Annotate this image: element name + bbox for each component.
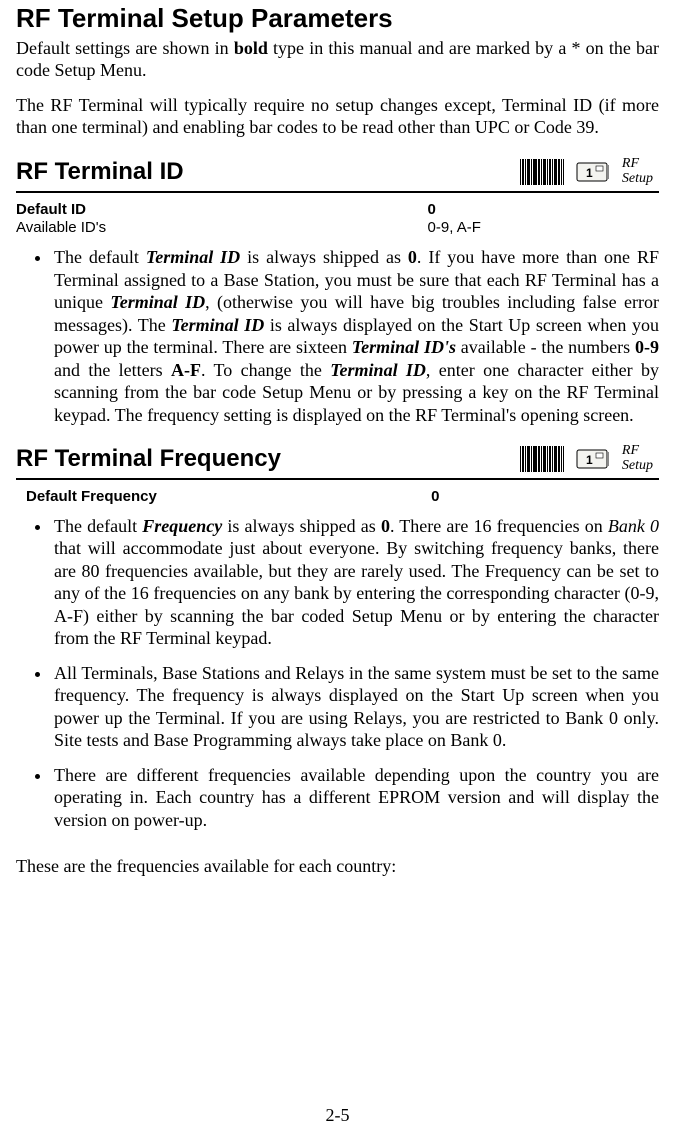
section-heading-frequency: RF Terminal Frequency	[16, 444, 281, 474]
text: RF	[622, 443, 639, 458]
document-page: RF Terminal Setup Parameters Default set…	[0, 2, 675, 1140]
text: The default	[54, 516, 142, 536]
page-title: RF Terminal Setup Parameters	[16, 2, 659, 35]
table-label: Default Frequency	[26, 488, 431, 507]
text: The default	[54, 247, 146, 267]
text: is always shipped as	[240, 247, 408, 267]
text: . To change the	[201, 360, 330, 380]
text: Setup	[622, 458, 653, 473]
frequency-table: Default Frequency 0	[16, 488, 659, 507]
terminal-id-bullets: The default Terminal ID is always shippe…	[16, 246, 659, 426]
intro-paragraph-1: Default settings are shown in bold type …	[16, 37, 659, 82]
rf-setup-label: RF Setup	[622, 444, 653, 473]
section-heading-row-frequency: RF Terminal Frequency 1 RF Setup	[16, 444, 659, 480]
text: Default settings are shown in	[16, 38, 234, 58]
text: that will accommodate just about everyon…	[54, 538, 659, 648]
text: . There are 16 frequencies on	[390, 516, 608, 536]
text: Terminal ID	[110, 292, 205, 312]
barcode-icon	[520, 446, 564, 472]
heading-icons: 1 RF Setup	[520, 444, 653, 473]
heading-icons: 1 RF Setup	[520, 157, 653, 186]
trailing-line: These are the frequencies available for …	[16, 855, 659, 878]
text: Frequency	[142, 516, 222, 536]
table-label: Default ID	[16, 201, 428, 220]
text: A-F	[171, 360, 201, 380]
table-row: Available ID's 0-9, A-F	[16, 219, 659, 238]
text: Terminal ID	[146, 247, 240, 267]
list-item: The default Terminal ID is always shippe…	[52, 246, 659, 426]
text: is always shipped as	[222, 516, 381, 536]
page-number: 2-5	[0, 1104, 675, 1127]
text: available - the numbers	[456, 337, 635, 357]
list-item: There are different frequencies availabl…	[52, 764, 659, 832]
list-item: The default Frequency is always shipped …	[52, 515, 659, 650]
text: and the letters	[54, 360, 171, 380]
table-value: 0	[428, 201, 659, 220]
text: 0	[381, 516, 390, 536]
rf-setup-label: RF Setup	[622, 157, 653, 186]
text: Terminal ID	[330, 360, 426, 380]
keypad-key-icon: 1	[576, 160, 610, 184]
text: RF	[622, 156, 639, 171]
section-heading-row-terminal-id: RF Terminal ID 1 RF Setup	[16, 157, 659, 193]
text: Terminal ID's	[352, 337, 456, 357]
text: Setup	[622, 171, 653, 186]
barcode-icon	[520, 159, 564, 185]
svg-text:1: 1	[586, 166, 593, 180]
intro-paragraph-2: The RF Terminal will typically require n…	[16, 94, 659, 139]
text: Bank 0	[608, 516, 659, 536]
text: 0	[408, 247, 417, 267]
table-label: Available ID's	[16, 219, 428, 238]
svg-text:1: 1	[586, 453, 593, 467]
table-row: Default Frequency 0	[16, 488, 659, 507]
keypad-key-icon: 1	[576, 447, 610, 471]
text-bold: bold	[234, 38, 268, 58]
text: Terminal ID	[171, 315, 264, 335]
text: 0-9	[635, 337, 659, 357]
table-value: 0-9, A-F	[428, 219, 659, 238]
list-item: All Terminals, Base Stations and Relays …	[52, 662, 659, 752]
terminal-id-table: Default ID 0 Available ID's 0-9, A-F	[16, 201, 659, 239]
frequency-bullets: The default Frequency is always shipped …	[16, 515, 659, 832]
table-row: Default ID 0	[16, 201, 659, 220]
table-value: 0	[431, 488, 659, 507]
section-heading-terminal-id: RF Terminal ID	[16, 157, 184, 187]
